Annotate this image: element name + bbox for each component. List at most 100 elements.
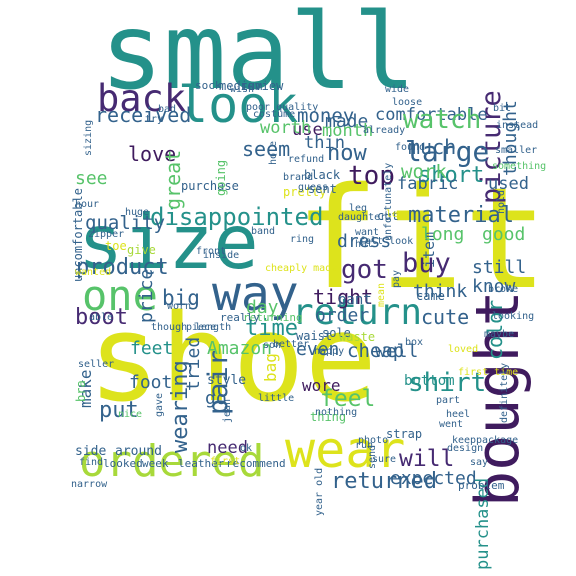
word-broke: broke xyxy=(488,284,519,295)
word-need: need xyxy=(207,438,248,458)
word-foot: foot xyxy=(129,372,173,393)
word-keep: keep xyxy=(452,435,477,446)
word-definitely: definitely xyxy=(499,363,510,424)
word-price: price xyxy=(136,269,157,324)
word-waste: waste xyxy=(339,330,376,344)
word-wanted: wanted xyxy=(75,267,112,278)
word-waist: waist xyxy=(296,329,333,343)
word-give: give xyxy=(127,243,156,257)
word-review: review xyxy=(240,79,284,93)
word-bad: bad xyxy=(158,104,177,115)
word-got: got xyxy=(341,255,388,285)
word-medium: medium xyxy=(219,79,263,93)
word-week: week xyxy=(142,457,169,470)
word-money: money xyxy=(297,105,355,127)
word-side: side xyxy=(75,444,107,459)
word-cute: cute xyxy=(421,305,470,329)
word-unfortunately: unfortunately xyxy=(383,163,394,242)
word-sole: sole xyxy=(322,326,351,340)
word-expected: expected xyxy=(390,468,477,489)
word-costume: costume xyxy=(253,109,296,120)
word-product: product xyxy=(76,255,169,280)
word-watch: watch xyxy=(403,105,482,135)
word-size: size xyxy=(78,198,259,286)
word-band: band xyxy=(251,226,276,237)
word-long: long xyxy=(421,224,465,245)
word-wish: wish xyxy=(230,84,255,95)
word-better: better xyxy=(273,339,310,350)
word-even: even xyxy=(296,339,340,360)
word-used: used xyxy=(488,174,529,194)
word-wide: wide xyxy=(385,84,410,95)
word-guess: guess xyxy=(298,182,329,193)
word-bra: bra xyxy=(74,380,88,402)
word-hat: hat xyxy=(355,239,374,250)
word-work: work xyxy=(401,161,447,183)
word-looking: looking xyxy=(492,311,535,322)
word-fit: fit xyxy=(295,158,548,321)
word-one: one xyxy=(82,271,158,320)
word-nothing: nothing xyxy=(315,407,358,418)
word-came: came xyxy=(416,289,445,303)
word-ring: ring xyxy=(290,234,315,245)
word-material: material xyxy=(408,203,514,228)
word-refund: refund xyxy=(288,154,325,165)
word-recommend: recommend xyxy=(226,457,286,470)
word-made: made xyxy=(325,111,369,132)
word-cut: cut xyxy=(377,209,399,223)
word-first-time: first time xyxy=(458,367,519,378)
word-bag: bag xyxy=(261,353,280,382)
word-cheaply-made: cheaply made xyxy=(265,263,338,274)
word-think: think xyxy=(413,281,468,302)
word-day: day xyxy=(246,297,279,318)
word-fabric: fabric xyxy=(397,174,459,194)
word-worth: worth xyxy=(260,118,312,138)
word-want: want xyxy=(355,227,380,238)
word-short: short xyxy=(418,163,485,188)
word-zipper: zipper xyxy=(88,229,125,240)
word-way: way xyxy=(212,266,299,322)
word-hour: hour xyxy=(75,199,100,210)
word-though: though xyxy=(151,322,188,333)
word-hold: hold xyxy=(496,190,507,215)
word-piece: piece xyxy=(186,322,217,333)
word-maybe: maybe xyxy=(484,329,515,340)
word-package: package xyxy=(476,435,519,446)
word-design: design xyxy=(447,443,484,454)
word-part: part xyxy=(436,395,461,406)
word-good: good xyxy=(482,224,526,245)
word-jean: jean xyxy=(222,399,233,424)
word-able: able xyxy=(89,312,114,323)
word-pant: pant xyxy=(338,292,372,308)
word-order: order xyxy=(315,305,370,326)
word-buy: buy xyxy=(402,248,451,279)
word-quality: quality xyxy=(85,212,166,234)
word-use: use xyxy=(292,120,323,140)
word-found: found xyxy=(395,142,426,153)
word-gave: gave xyxy=(154,393,165,418)
word-seller: seller xyxy=(78,359,115,370)
word-bit: bit xyxy=(493,103,512,114)
word-feet: feet xyxy=(130,338,174,359)
word-return: return xyxy=(292,292,423,333)
word-thing: thing xyxy=(310,410,347,424)
word-dress: dress xyxy=(337,231,392,252)
word-heel: heel xyxy=(446,409,471,420)
word-look: look xyxy=(178,76,299,134)
word-returning: returning xyxy=(243,311,303,324)
word-well: well xyxy=(375,341,419,362)
word-see: see xyxy=(75,168,108,189)
word-now: now xyxy=(327,141,367,166)
word-feel: feel xyxy=(320,386,376,412)
word-happy: happy xyxy=(314,346,345,357)
word-amazon: Amazon xyxy=(207,338,273,359)
word-photo: photo xyxy=(358,435,389,446)
word-try: try xyxy=(145,114,164,125)
word-small: small xyxy=(100,0,417,113)
word-strap: strap xyxy=(386,427,423,441)
word-pay: pay xyxy=(391,270,402,289)
word-shoe: shoe xyxy=(88,290,377,429)
word-boot: boot xyxy=(75,305,128,330)
word-loved: loved xyxy=(448,344,479,355)
word-still: still xyxy=(472,257,527,278)
